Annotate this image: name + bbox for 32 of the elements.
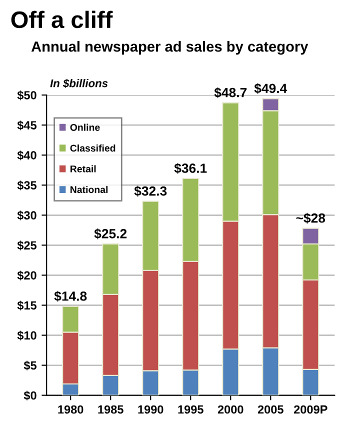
chart-title: Off a cliff: [11, 10, 113, 28]
y-tick-label: $0: [24, 390, 36, 400]
x-tick-label: 1995: [178, 405, 204, 414]
chart-subtitle: Annual newspaper ad sales by category: [31, 41, 308, 55]
y-tick-label: $45: [17, 120, 37, 130]
total-label: $14.8: [54, 290, 87, 302]
y-tick-label: $15: [17, 300, 37, 310]
legend-label: Retail: [70, 165, 96, 172]
y-tick-label: $20: [17, 270, 36, 280]
total-label: $36.1: [174, 162, 207, 174]
y-tick-label: $50: [17, 90, 36, 100]
legend-label: National: [70, 186, 108, 194]
x-tick-label: 2009P: [294, 405, 328, 414]
legend-label: Classified: [70, 144, 116, 152]
total-label: $25.2: [94, 228, 127, 240]
y-tick-label: $5: [24, 360, 37, 370]
x-tick-label: 1990: [138, 405, 164, 414]
y-tick-label: $40: [17, 150, 36, 160]
y-tick-label: $10: [17, 330, 36, 340]
total-label: $49.4: [254, 83, 288, 94]
y-tick-label: $35: [17, 180, 37, 190]
x-tick-label: 2000: [218, 405, 244, 414]
legend-label: Online: [70, 124, 100, 131]
total-label: $32.3: [134, 186, 167, 197]
total-label: $48.7: [214, 87, 247, 98]
y-tick-label: $25: [17, 240, 37, 250]
x-tick-label: 1985: [98, 405, 124, 414]
y-axis-title: In $billions: [50, 78, 108, 88]
x-tick-label: 2005: [258, 405, 284, 414]
y-tick-label: $30: [17, 210, 36, 220]
total-label: ~$28: [296, 212, 326, 224]
x-tick-label: 1980: [58, 405, 84, 414]
